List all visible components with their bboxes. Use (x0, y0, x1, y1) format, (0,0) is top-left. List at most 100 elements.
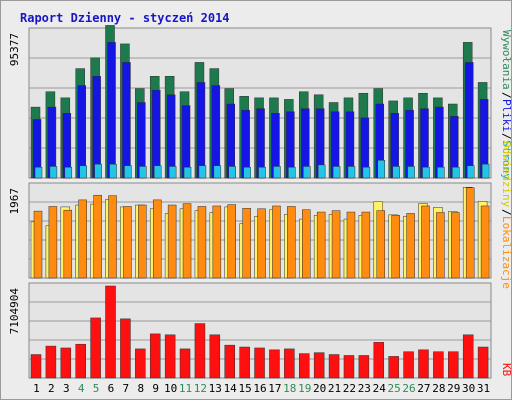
bar-lokalizacje-28 (436, 212, 445, 279)
legend-strony: Strony (500, 140, 511, 180)
bar-strony-22 (347, 166, 356, 179)
bar-lokalizacje-27 (421, 205, 430, 279)
bar-strony-17 (273, 166, 281, 179)
x-tick-label-9: 9 (152, 382, 159, 395)
bar-kb-20 (313, 352, 325, 379)
bar-lokalizacje-4 (78, 199, 87, 279)
bar-lokalizacje-23 (361, 211, 371, 279)
bar-strony-26 (407, 166, 415, 179)
bar-kb-10 (164, 334, 176, 379)
legend-pliki: Pliki (500, 99, 511, 132)
x-tick-label-20: 20 (313, 382, 326, 395)
bar-pliki-30 (464, 62, 474, 179)
bar-lokalizacje-17 (272, 205, 281, 279)
bar-lokalizacje-11 (182, 203, 192, 279)
legend-lokalizacje: Lokalizacje (500, 216, 511, 289)
bar-strony-12 (198, 165, 207, 179)
bar-strony-20 (317, 164, 326, 179)
bar-kb-28 (433, 351, 444, 379)
x-tick-label-31: 31 (477, 382, 490, 395)
bar-strony-23 (362, 166, 371, 179)
x-tick-label-6: 6 (108, 382, 115, 395)
bar-kb-3 (60, 347, 72, 379)
x-tick-label-26: 26 (402, 382, 415, 395)
legend-kb: KB (500, 363, 511, 377)
bar-kb-6 (105, 285, 116, 379)
bar-lokalizacje-16 (257, 208, 266, 279)
bar-kb-25 (388, 356, 399, 379)
bar-kb-7 (120, 318, 131, 379)
bar-lokalizacje-19 (302, 209, 311, 279)
bar-pliki-10 (166, 94, 176, 179)
bar-kb-15 (239, 346, 250, 379)
bar-lokalizacje-13 (212, 205, 222, 279)
bar-pliki-13 (211, 85, 221, 179)
x-tick-label-10: 10 (164, 382, 177, 395)
bar-kb-11 (179, 348, 191, 379)
bar-lokalizacje-9 (152, 199, 162, 279)
bar-strony-14 (228, 166, 236, 179)
bar-strony-11 (183, 166, 192, 179)
bar-kb-12 (194, 323, 206, 379)
bar-lokalizacje-6 (108, 195, 117, 279)
bar-kb-16 (254, 347, 265, 379)
bar-strony-1 (34, 166, 43, 179)
bar-kb-14 (224, 344, 235, 379)
bar-lokalizacje-22 (346, 211, 356, 279)
bar-kb-24 (373, 342, 385, 379)
bar-lokalizacje-12 (197, 206, 207, 279)
chart-title: Raport Dzienny - styczeń 2014 (20, 11, 230, 25)
bar-kb-19 (299, 353, 310, 379)
x-tick-label-3: 3 (63, 382, 70, 395)
bar-kb-4 (75, 343, 86, 379)
bar-strony-16 (258, 166, 266, 179)
bar-lokalizacje-8 (138, 204, 147, 279)
x-tick-label-15: 15 (238, 382, 251, 395)
x-tick-label-29: 29 (447, 382, 460, 395)
bar-strony-2 (49, 166, 58, 179)
bar-strony-24 (377, 160, 386, 179)
bar-lokalizacje-21 (331, 210, 341, 279)
bar-lokalizacje-10 (167, 204, 177, 279)
bar-strony-31 (481, 163, 490, 179)
x-tick-label-1: 1 (33, 382, 40, 395)
x-tick-label-27: 27 (417, 382, 430, 395)
bar-strony-30 (466, 165, 475, 179)
bar-lokalizacje-7 (123, 206, 132, 279)
bar-kb-29 (448, 351, 459, 379)
bar-strony-10 (168, 166, 177, 179)
bar-kb-30 (462, 334, 474, 379)
bar-pliki-9 (151, 89, 161, 179)
bar-strony-15 (243, 166, 251, 179)
bar-strony-9 (153, 165, 162, 179)
bar-pliki-5 (92, 76, 101, 179)
x-tick-label-21: 21 (328, 382, 341, 395)
x-tick-label-7: 7 (123, 382, 130, 395)
bar-pliki-12 (196, 82, 206, 179)
bar-lokalizacje-18 (287, 206, 296, 279)
bar-pliki-7 (122, 62, 131, 179)
bar-strony-6 (109, 163, 117, 179)
x-tick-label-22: 22 (343, 382, 356, 395)
bar-strony-4 (79, 165, 87, 179)
bar-strony-25 (392, 166, 400, 179)
bar-strony-13 (213, 165, 222, 179)
bar-kb-23 (358, 355, 370, 379)
bar-lokalizacje-2 (48, 206, 58, 279)
bar-kb-1 (30, 354, 42, 379)
ymax-label-2: 1967 (8, 188, 21, 215)
bar-kb-27 (418, 349, 429, 379)
bar-strony-8 (139, 166, 147, 179)
bar-kb-13 (209, 334, 221, 379)
bar-kb-17 (269, 349, 280, 379)
ymax-label-1: 95377 (8, 33, 21, 66)
bar-lokalizacje-24 (376, 210, 386, 279)
bar-kb-18 (284, 348, 295, 379)
bar-lokalizacje-29 (451, 212, 460, 279)
bar-strony-7 (124, 165, 132, 179)
bar-kb-22 (343, 355, 355, 379)
bar-strony-21 (332, 166, 341, 179)
bar-lokalizacje-25 (391, 215, 400, 279)
